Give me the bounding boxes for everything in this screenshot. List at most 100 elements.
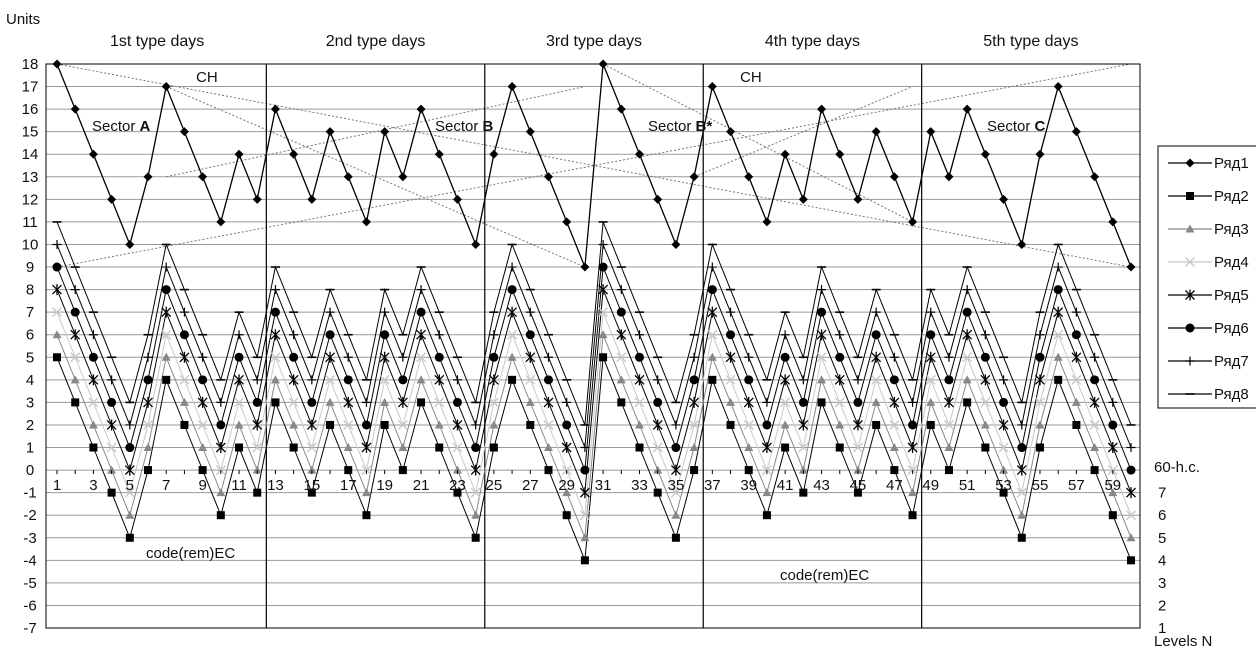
x-tick-label: 15 [304,477,321,494]
data-point-Ряд1 [289,149,299,159]
data-point-Ряд3 [252,465,262,474]
data-point-Ряд4 [470,487,481,498]
data-point-Ряд4 [980,397,991,408]
data-point-Ряд7 [853,375,863,385]
data-point-Ряд5 [925,351,936,363]
x-tick-label: 45 [850,477,867,494]
sector-a-prefix: Sector [92,118,140,135]
data-point-Ряд4 [634,397,645,408]
data-point-Ряд2 [235,443,244,452]
data-point-Ряд6 [343,375,353,385]
x-tick-label: 39 [740,477,757,494]
data-point-Ряд1 [889,172,899,182]
data-point-Ряд4 [598,307,609,318]
data-point-Ряд5 [834,374,845,386]
data-point-Ряд1 [1071,127,1081,137]
data-point-Ряд5 [507,306,518,318]
data-point-Ряд5 [434,374,445,386]
data-point-Ряд3 [507,352,517,361]
data-point-Ряд7 [543,352,553,362]
data-point-Ряд4 [689,419,700,430]
data-point-Ряд7 [780,330,790,340]
data-point-Ряд6 [908,420,918,430]
data-point-Ряд7 [835,330,845,340]
data-point-Ряд3 [125,510,135,519]
data-point-Ряд5 [270,329,281,341]
legend-label: Ряд2 [1214,188,1249,205]
legend-label: Ряд4 [1214,254,1249,271]
data-point-Ряд7 [179,307,189,317]
data-point-Ряд7 [489,330,499,340]
data-point-Ряд1 [471,239,481,249]
x-tick-label: 33 [631,477,648,494]
data-point-Ряд5 [579,487,590,499]
data-point-Ряд3 [325,397,335,406]
data-point-Ряд1 [580,262,590,272]
data-point-Ряд1 [179,127,189,137]
legend-marker [1185,356,1195,366]
data-point-Ряд6 [380,330,390,340]
data-point-Ряд1 [653,194,663,204]
data-point-Ряд3 [198,443,208,452]
y-tick-label: 0 [26,462,34,479]
data-point-Ряд3 [380,397,390,406]
data-point-Ряд6 [1053,285,1063,295]
data-point-Ряд4 [725,374,736,385]
data-point-Ряд6 [161,285,171,295]
data-point-Ряд6 [962,307,972,317]
data-point-Ряд1 [762,217,772,227]
section-label: 2nd type days [326,33,426,50]
data-point-Ряд5 [288,374,299,386]
data-point-Ряд2 [908,511,917,520]
data-point-Ряд5 [1071,351,1082,363]
data-point-Ряд4 [52,307,62,318]
data-point-Ряд3 [980,420,990,429]
legend: Ряд1 Ряд2 Ряд3 Ряд4 Ряд5 Ряд6 Ряд7 Ряд8 [1157,145,1256,409]
legend-label: Ряд6 [1214,320,1249,337]
data-point-Ряд3 [562,488,572,497]
x-tick-label: 27 [522,477,539,494]
series-line-Ряд3 [56,334,1132,538]
data-point-Ряд7 [471,420,481,430]
data-point-Ряд5 [215,442,226,454]
data-point-Ряд2 [599,353,608,362]
data-point-Ряд1 [525,127,535,137]
y-tick-label: 15 [22,124,39,141]
data-point-Ряд1 [798,194,808,204]
y-tick-label: 16 [22,101,39,118]
data-point-Ряд6 [780,352,790,362]
data-point-Ряд6 [689,375,699,385]
data-point-Ряд3 [726,397,736,406]
y-tick-label: 1 [26,440,34,457]
data-point-Ряд4 [852,442,863,453]
data-point-Ряд6 [252,397,262,407]
data-point-Ряд7 [361,397,371,407]
data-point-Ряд6 [471,443,481,453]
y-tick-label: 7 [26,304,34,321]
y-tick-label: 10 [22,236,39,253]
data-point-Ряд5 [780,374,791,386]
data-point-Ряд7 [671,420,681,430]
data-point-Ряд5 [325,351,336,363]
data-point-Ряд6 [798,397,808,407]
data-point-Ряд4 [579,510,590,521]
data-point-Ряд4 [434,397,445,408]
data-point-Ряд4 [252,442,263,453]
data-point-Ряд5 [397,396,408,408]
data-point-Ряд7 [70,285,80,295]
data-point-Ряд6 [1090,375,1100,385]
data-point-Ряд4 [743,419,754,430]
y-tick-label: 6 [26,327,34,344]
data-point-Ряд3 [52,330,62,339]
data-point-Ряд7 [143,352,153,362]
data-point-Ряд4 [416,352,427,363]
data-point-Ряд3 [744,443,754,452]
data-point-Ряд2 [380,420,389,429]
data-point-Ряд6 [744,375,754,385]
data-point-Ряд7 [926,307,936,317]
data-point-Ряд6 [671,443,681,453]
data-point-Ряд4 [616,352,627,363]
data-point-Ряд6 [398,375,408,385]
data-point-Ряд2 [362,511,371,520]
data-point-Ряд5 [306,419,317,431]
